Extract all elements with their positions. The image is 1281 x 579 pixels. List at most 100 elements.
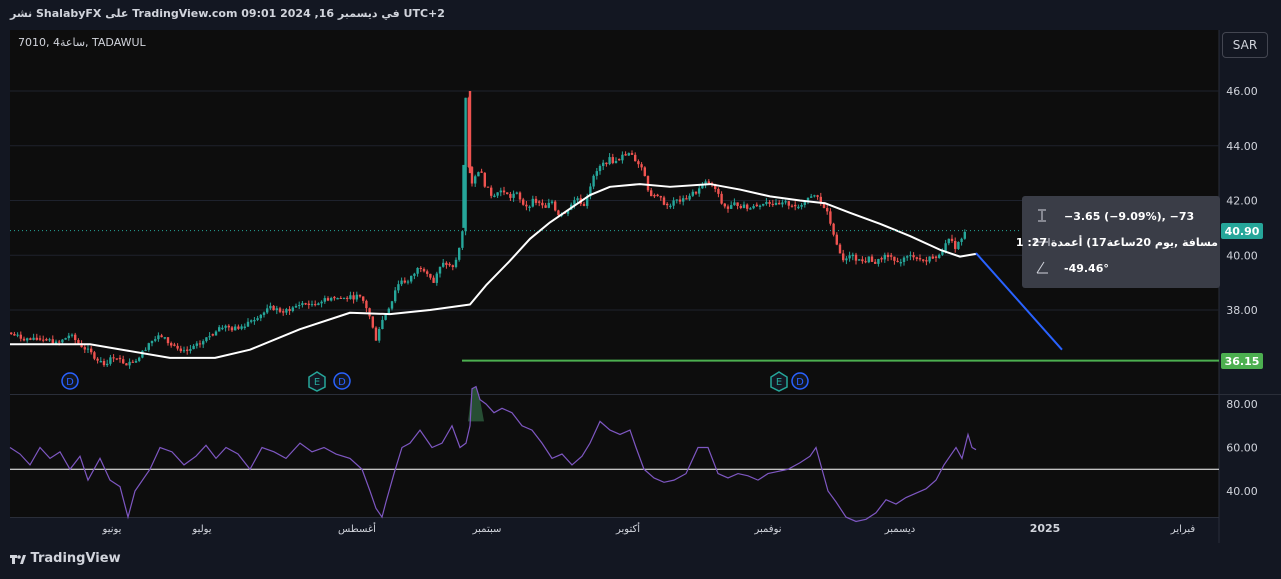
dividend-marker-icon[interactable] xyxy=(791,372,809,390)
candle-up xyxy=(938,254,941,258)
price-tick-label: 46.00 xyxy=(1226,85,1258,98)
candle-down xyxy=(893,256,896,261)
time-tick-label: فبراير xyxy=(1170,524,1196,535)
candle-down xyxy=(678,199,682,202)
candle-up xyxy=(960,238,963,242)
candle-down xyxy=(912,255,915,258)
earnings-marker-label: E xyxy=(776,377,782,388)
candle-down xyxy=(198,343,202,345)
candle-up xyxy=(54,341,58,345)
earnings-marker-icon[interactable] xyxy=(770,371,788,392)
dividend-marker-icon[interactable] xyxy=(61,372,79,390)
candle-down xyxy=(611,157,614,164)
candle-up xyxy=(202,341,205,345)
candle-up xyxy=(157,335,160,340)
candle-up xyxy=(848,255,851,259)
dividend-marker-label: D xyxy=(66,377,74,388)
candle-up xyxy=(442,262,445,267)
candle-up xyxy=(528,206,531,208)
measure-tooltip: −3.65 (−9.09%), −73 1 :مسافة ,يوم 20ساعة… xyxy=(1016,196,1220,288)
candle-down xyxy=(842,253,845,261)
candle-up xyxy=(221,327,224,330)
candle-up xyxy=(704,181,707,185)
earnings-marker-icon[interactable] xyxy=(308,371,326,392)
candle-up xyxy=(589,186,592,197)
candle-up xyxy=(515,192,518,194)
moving-average-line xyxy=(10,183,977,359)
candle-up xyxy=(64,338,67,340)
footer-brand: TradingView xyxy=(10,551,121,571)
candle-up xyxy=(224,325,227,328)
candle-down xyxy=(326,298,330,301)
candle-up xyxy=(435,273,438,283)
candle-up xyxy=(285,309,288,313)
candle-down xyxy=(861,259,864,262)
candle-up xyxy=(758,205,762,207)
candle-up xyxy=(765,201,768,204)
candle-down xyxy=(83,347,86,350)
candle-down xyxy=(51,339,54,345)
candle-down xyxy=(720,193,723,204)
candle-up xyxy=(323,298,326,302)
candle-up xyxy=(438,266,442,274)
candle-down xyxy=(19,334,22,339)
dividend-marker-icon[interactable] xyxy=(333,372,351,390)
candle-down xyxy=(890,255,893,257)
candle-up xyxy=(909,255,912,257)
candle-up xyxy=(461,231,464,248)
candle-down xyxy=(819,196,822,203)
candle-down xyxy=(925,260,928,262)
candle-up xyxy=(672,200,675,206)
time-tick-label: ديسمبر xyxy=(884,524,915,535)
candle-down xyxy=(115,358,118,360)
candle-up xyxy=(163,337,166,339)
candle-up xyxy=(294,305,298,308)
tradingview-logo-icon xyxy=(10,554,26,564)
candle-down xyxy=(502,190,506,193)
candle-down xyxy=(38,338,42,340)
tooltip-change: −3.65 (−9.09%), −73 xyxy=(1064,210,1194,223)
candle-up xyxy=(691,191,694,196)
candle-up xyxy=(941,251,944,255)
time-tick-label: سبتمبر xyxy=(472,524,502,535)
candle-up xyxy=(128,361,131,366)
support-price-label: 36.15 xyxy=(1221,353,1263,369)
candle-down xyxy=(618,158,621,161)
time-tick-label: نوفمبر xyxy=(753,524,781,535)
candle-up xyxy=(410,275,413,282)
candle-up xyxy=(246,321,250,327)
candle-up xyxy=(394,290,397,302)
candle-down xyxy=(643,167,646,177)
candle-up xyxy=(512,193,515,198)
candle-down xyxy=(422,268,426,272)
price-tick-label: 42.00 xyxy=(1226,195,1258,208)
candle-down xyxy=(915,257,918,259)
candle-down xyxy=(22,338,26,341)
candle-up xyxy=(256,318,259,320)
projection-trendline[interactable] xyxy=(975,252,1063,351)
candle-down xyxy=(896,260,899,262)
candle-up xyxy=(144,349,147,351)
candle-up xyxy=(800,204,803,207)
candle-down xyxy=(637,161,640,165)
time-tick-label: يوليو xyxy=(191,524,211,535)
currency-button[interactable]: SAR xyxy=(1222,32,1268,58)
candle-down xyxy=(726,206,730,209)
candle-down xyxy=(640,164,643,168)
candle-up xyxy=(70,334,74,336)
candle-down xyxy=(96,358,99,361)
candle-up xyxy=(266,308,269,313)
candle-down xyxy=(483,172,486,187)
candle-down xyxy=(419,267,422,269)
candle-down xyxy=(35,337,38,340)
svg-text:36.15: 36.15 xyxy=(1225,355,1260,368)
candle-down xyxy=(829,211,832,224)
candle-down xyxy=(544,205,547,208)
candle-down xyxy=(707,181,710,183)
candle-down xyxy=(541,202,544,206)
candle-down xyxy=(170,343,173,346)
candle-up xyxy=(957,241,960,249)
candle-up xyxy=(627,153,630,156)
candle-down xyxy=(490,187,493,196)
